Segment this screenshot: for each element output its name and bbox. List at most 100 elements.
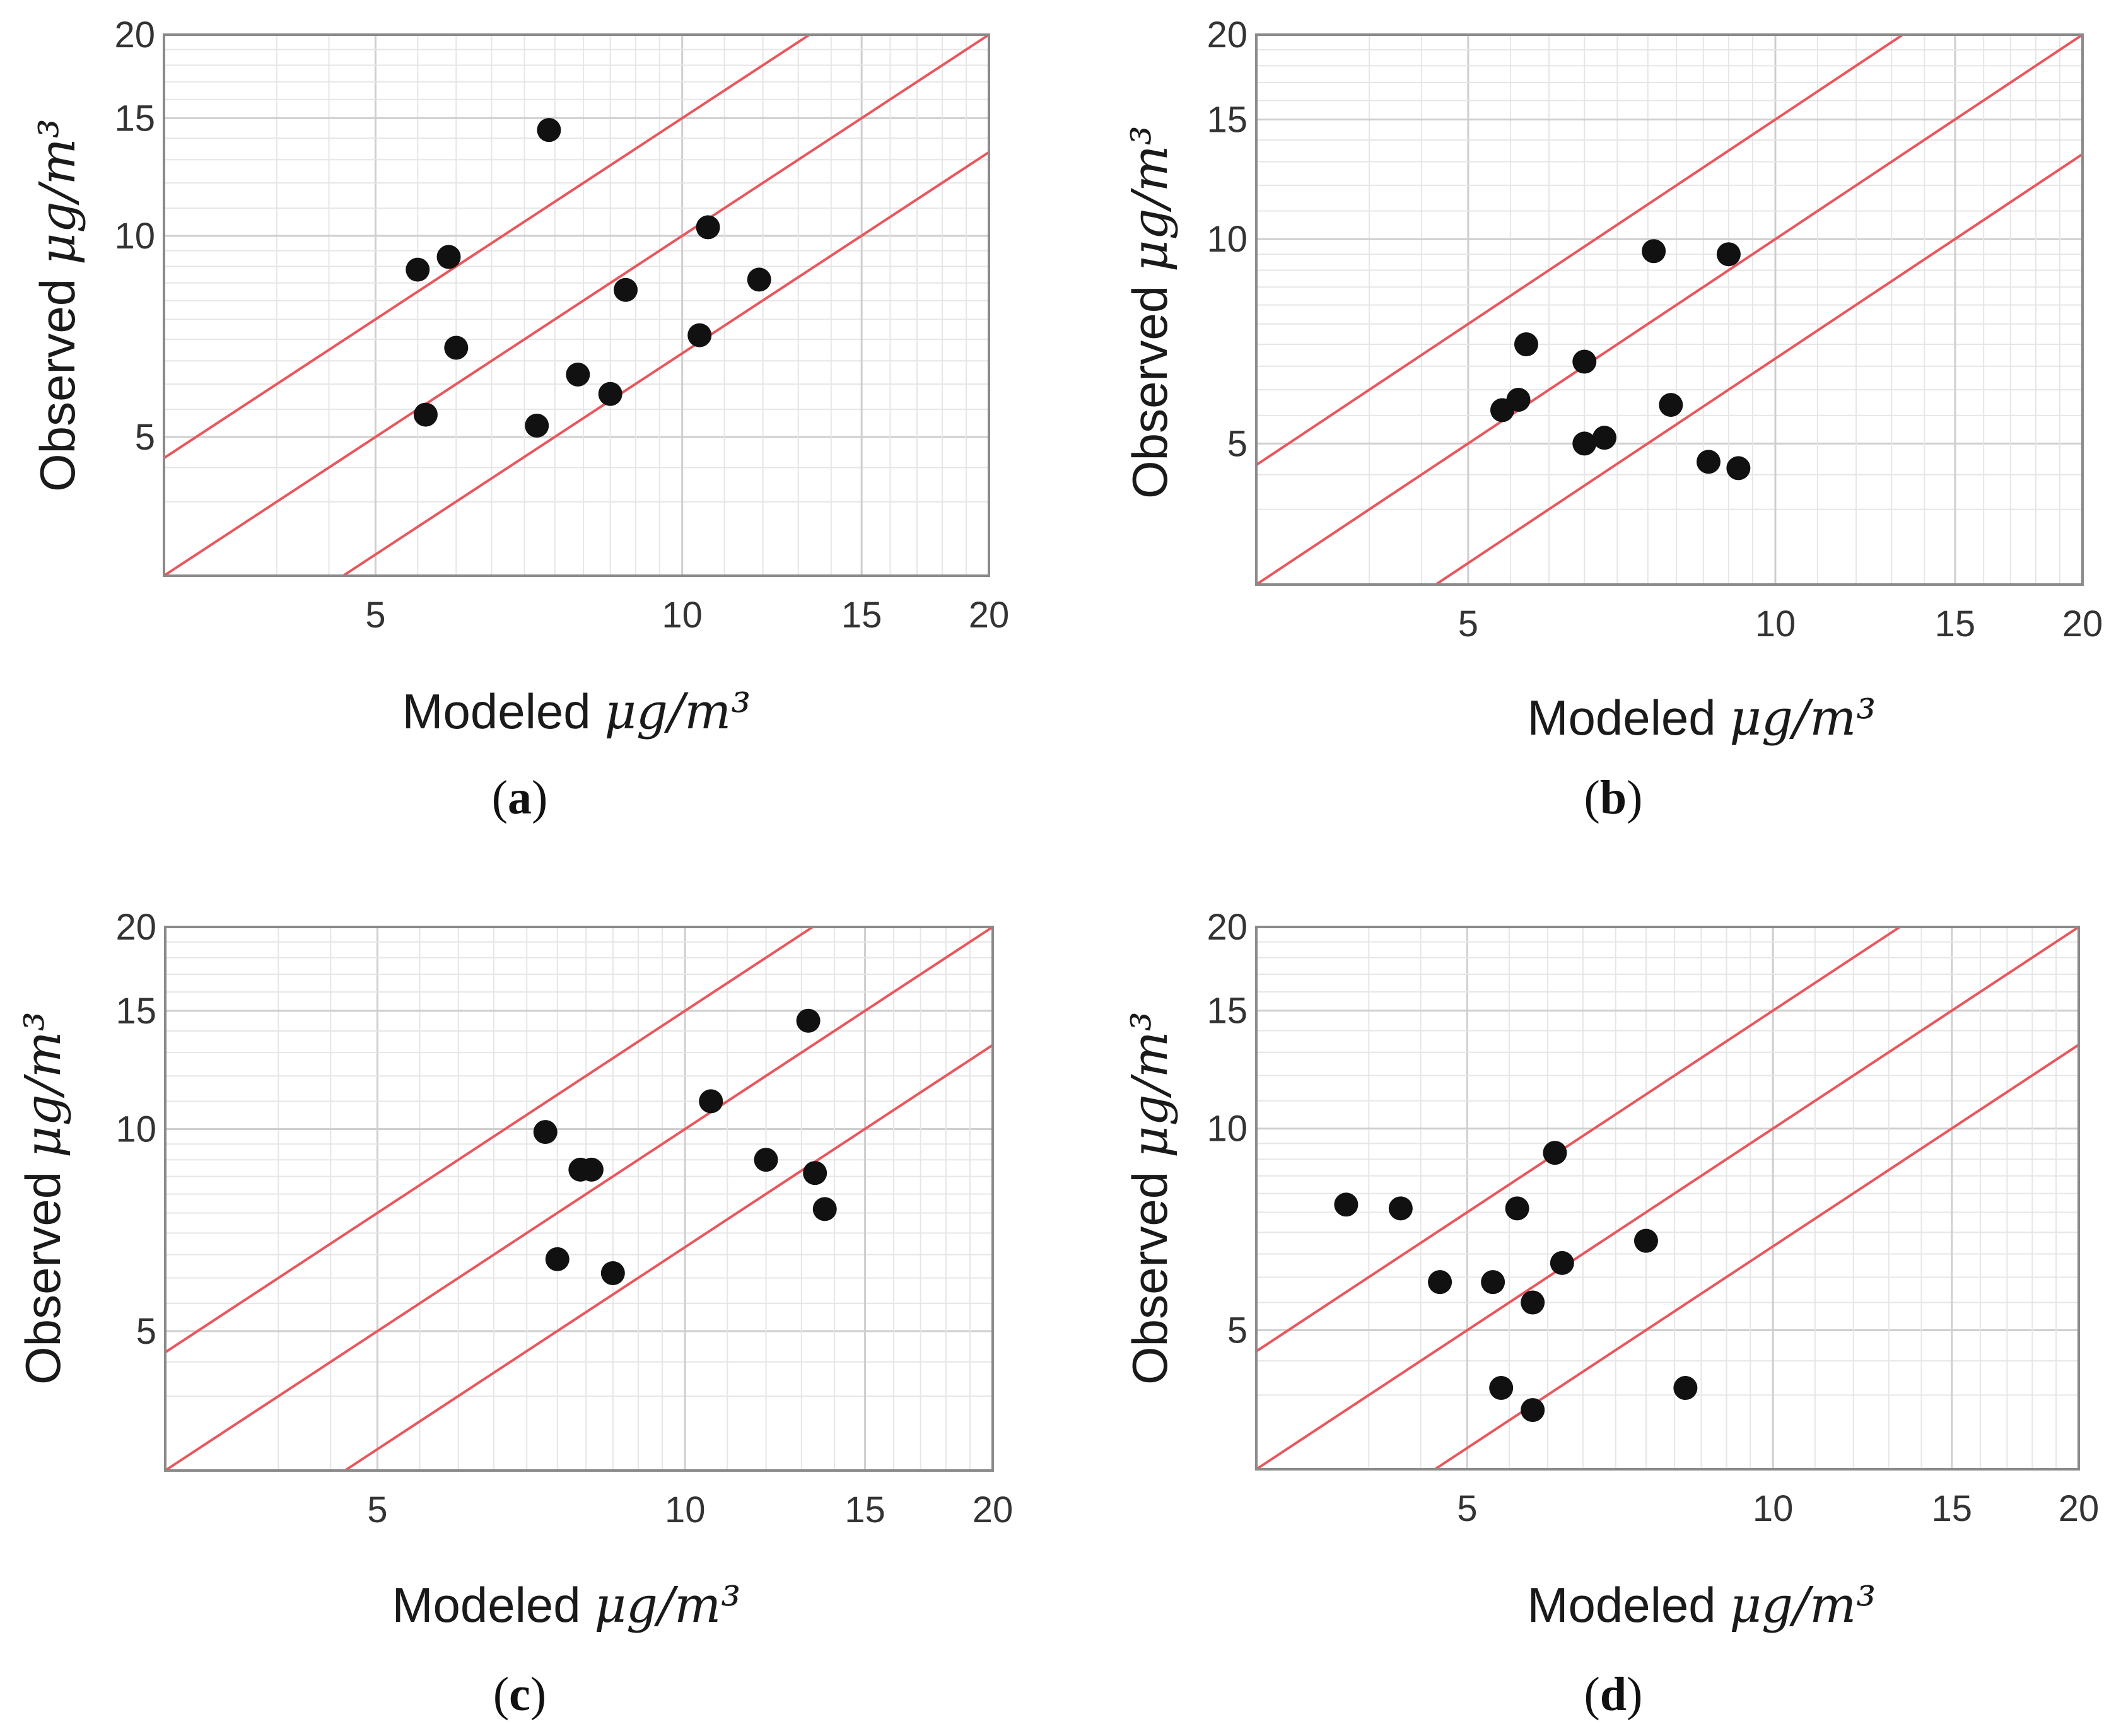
panel-d-point-4 — [1481, 1270, 1505, 1295]
panel-c-y-tick-label: 5 — [136, 1311, 156, 1352]
panel-c-grid — [165, 927, 993, 1471]
panel-d-y-tick-label: 10 — [1207, 1109, 1247, 1150]
panel-a-point-8 — [598, 382, 622, 406]
panel-d-ref-line-upper — [1255, 926, 1901, 1353]
panel-c-point-9 — [803, 1161, 827, 1185]
panel-d-caption: (d) — [1584, 1668, 1643, 1721]
panel-a-y-axis-title: Observed μg/m³ — [30, 119, 86, 492]
panel-d-grid — [1256, 927, 2079, 1469]
panel-c-x-tick-label: 20 — [973, 1489, 1014, 1530]
panel-a-caption: (a) — [492, 771, 548, 824]
panel-d-point-3 — [1428, 1270, 1452, 1295]
panel-a-x-ticks: 5 10 15 20 — [365, 595, 1009, 636]
panel-d-y-axis-unit: μg/m³ — [1122, 1011, 1179, 1158]
panel-d-point-7 — [1521, 1290, 1545, 1315]
panel-d-frame — [1255, 926, 2080, 1471]
panel-c-point-4 — [579, 1157, 604, 1182]
panel-c-y-axis-label: Observed — [15, 1172, 71, 1385]
panel-d-ref-lines — [1255, 926, 2080, 1471]
panel-d-x-tick-label: 10 — [1753, 1488, 1794, 1529]
panel-c-x-axis-label: Modeled — [392, 1577, 580, 1633]
panel-c-ref-lines — [164, 926, 994, 1472]
panel-b-grid — [1256, 35, 2083, 585]
panel-c-y-tick-label: 20 — [115, 907, 156, 948]
panel-b-points — [1490, 239, 1751, 481]
panel-b-y-ticks: 5 10 15 20 — [1207, 15, 1247, 464]
panel-d-y-tick-label: 15 — [1207, 991, 1247, 1032]
panel-a-x-tick-label: 5 — [365, 595, 385, 636]
panel-c-ref-line-lower — [344, 1044, 994, 1472]
panel-a-y-tick-label: 10 — [114, 216, 155, 257]
panel-a: 5 10 15 20 5 10 15 20 Modeled μg/m³ Observed μ… — [30, 15, 1009, 824]
panel-c-x-tick-label: 5 — [367, 1489, 387, 1530]
panel-d-y-tick-label: 5 — [1227, 1310, 1247, 1351]
panel-b-x-tick-label: 15 — [1935, 603, 1976, 644]
panel-c: 5 10 15 20 5 10 15 20 Modeled μg/m³ Observed μ… — [15, 907, 1013, 1721]
panel-b-x-axis-unit: μg/m³ — [1729, 690, 1876, 747]
panel-b-y-axis-unit: μg/m³ — [1122, 125, 1179, 272]
panel-c-point-6 — [699, 1089, 723, 1114]
panel-c-x-axis-unit: μg/m³ — [594, 1577, 740, 1634]
panel-c-x-axis-title: Modeled μg/m³ — [392, 1577, 740, 1634]
panel-b-ref-line-lower — [1435, 153, 2084, 586]
panel-b-y-tick-label: 15 — [1207, 100, 1247, 141]
panel-a-point-2 — [436, 245, 461, 269]
panel-b-point-3 — [1514, 332, 1538, 357]
panel-b-frame — [1255, 33, 2084, 586]
panel-d-point-8 — [1521, 1398, 1545, 1423]
panel-a-point-3 — [413, 402, 438, 427]
panel-c-y-tick-label: 10 — [115, 1109, 156, 1150]
panel-d-point-11 — [1633, 1228, 1658, 1253]
panel-d-point-9 — [1543, 1141, 1567, 1165]
panel-d-point-1 — [1334, 1192, 1358, 1217]
panel-b-caption: (b) — [1584, 771, 1643, 824]
panel-c-frame — [164, 926, 994, 1472]
panel-a-point-6 — [525, 413, 549, 438]
panel-a-point-11 — [696, 215, 720, 240]
panel-a-ref-line-upper — [163, 33, 810, 460]
panel-a-ref-line-lower — [342, 151, 990, 577]
panel-d-point-5 — [1489, 1376, 1514, 1401]
panel-a-point-4 — [444, 335, 469, 360]
panel-d-ref-line-1to1 — [1255, 926, 2080, 1471]
panel-c-point-1 — [533, 1120, 558, 1145]
panel-b-point-6 — [1592, 426, 1616, 450]
panel-a-y-tick-label: 15 — [114, 98, 155, 139]
panel-b-point-5 — [1572, 431, 1597, 456]
panel-a-x-axis-title: Modeled μg/m³ — [402, 684, 751, 740]
panel-d-ref-line-lower — [1434, 1044, 2080, 1471]
panel-a-x-tick-label: 15 — [841, 595, 882, 636]
panel-b-x-tick-label: 10 — [1755, 603, 1796, 644]
panel-d-x-axis-title: Modeled μg/m³ — [1527, 1577, 1876, 1634]
panel-b-point-2 — [1506, 387, 1531, 412]
panel-b-point-11 — [1726, 456, 1751, 481]
panel-b-y-axis-title: Observed μg/m³ — [1122, 125, 1179, 499]
panel-d-x-axis-label: Modeled — [1527, 1577, 1715, 1633]
panel-a-y-axis-label: Observed — [30, 279, 85, 492]
panel-d-x-axis-unit: μg/m³ — [1729, 1577, 1876, 1634]
panel-b-x-axis-label: Modeled — [1527, 690, 1715, 745]
panel-a-y-ticks: 5 10 15 20 — [114, 15, 155, 458]
panel-b: 5 10 15 20 5 10 15 20 Modeled μg/m³ Observed μ… — [1122, 15, 2103, 824]
panel-a-grid — [164, 35, 989, 576]
panel-a-point-7 — [566, 363, 590, 387]
panel-a-ref-line-1to1 — [163, 33, 990, 577]
panel-a-frame — [163, 33, 990, 577]
panel-b-x-axis-title: Modeled μg/m³ — [1527, 690, 1876, 747]
panel-d-x-ticks: 5 10 15 20 — [1457, 1488, 2099, 1529]
panel-a-point-1 — [406, 257, 430, 282]
panel-b-x-ticks: 5 10 15 20 — [1458, 603, 2103, 644]
panel-d-point-12 — [1673, 1376, 1698, 1401]
panel-c-ref-line-1to1 — [164, 926, 994, 1472]
panel-b-y-tick-label: 5 — [1227, 423, 1247, 464]
panel-c-point-7 — [754, 1148, 778, 1172]
panel-b-ref-line-1to1 — [1255, 33, 2084, 586]
panel-b-y-tick-label: 10 — [1207, 219, 1247, 260]
panel-c-y-ticks: 5 10 15 20 — [115, 907, 156, 1352]
panel-c-x-ticks: 5 10 15 20 — [367, 1489, 1013, 1530]
panel-d-y-axis-title: Observed μg/m³ — [1122, 1011, 1179, 1385]
panel-a-x-axis-label: Modeled — [402, 684, 590, 739]
panel-a-x-axis-unit: μg/m³ — [604, 684, 751, 740]
panel-b-y-axis-label: Observed — [1122, 286, 1177, 499]
